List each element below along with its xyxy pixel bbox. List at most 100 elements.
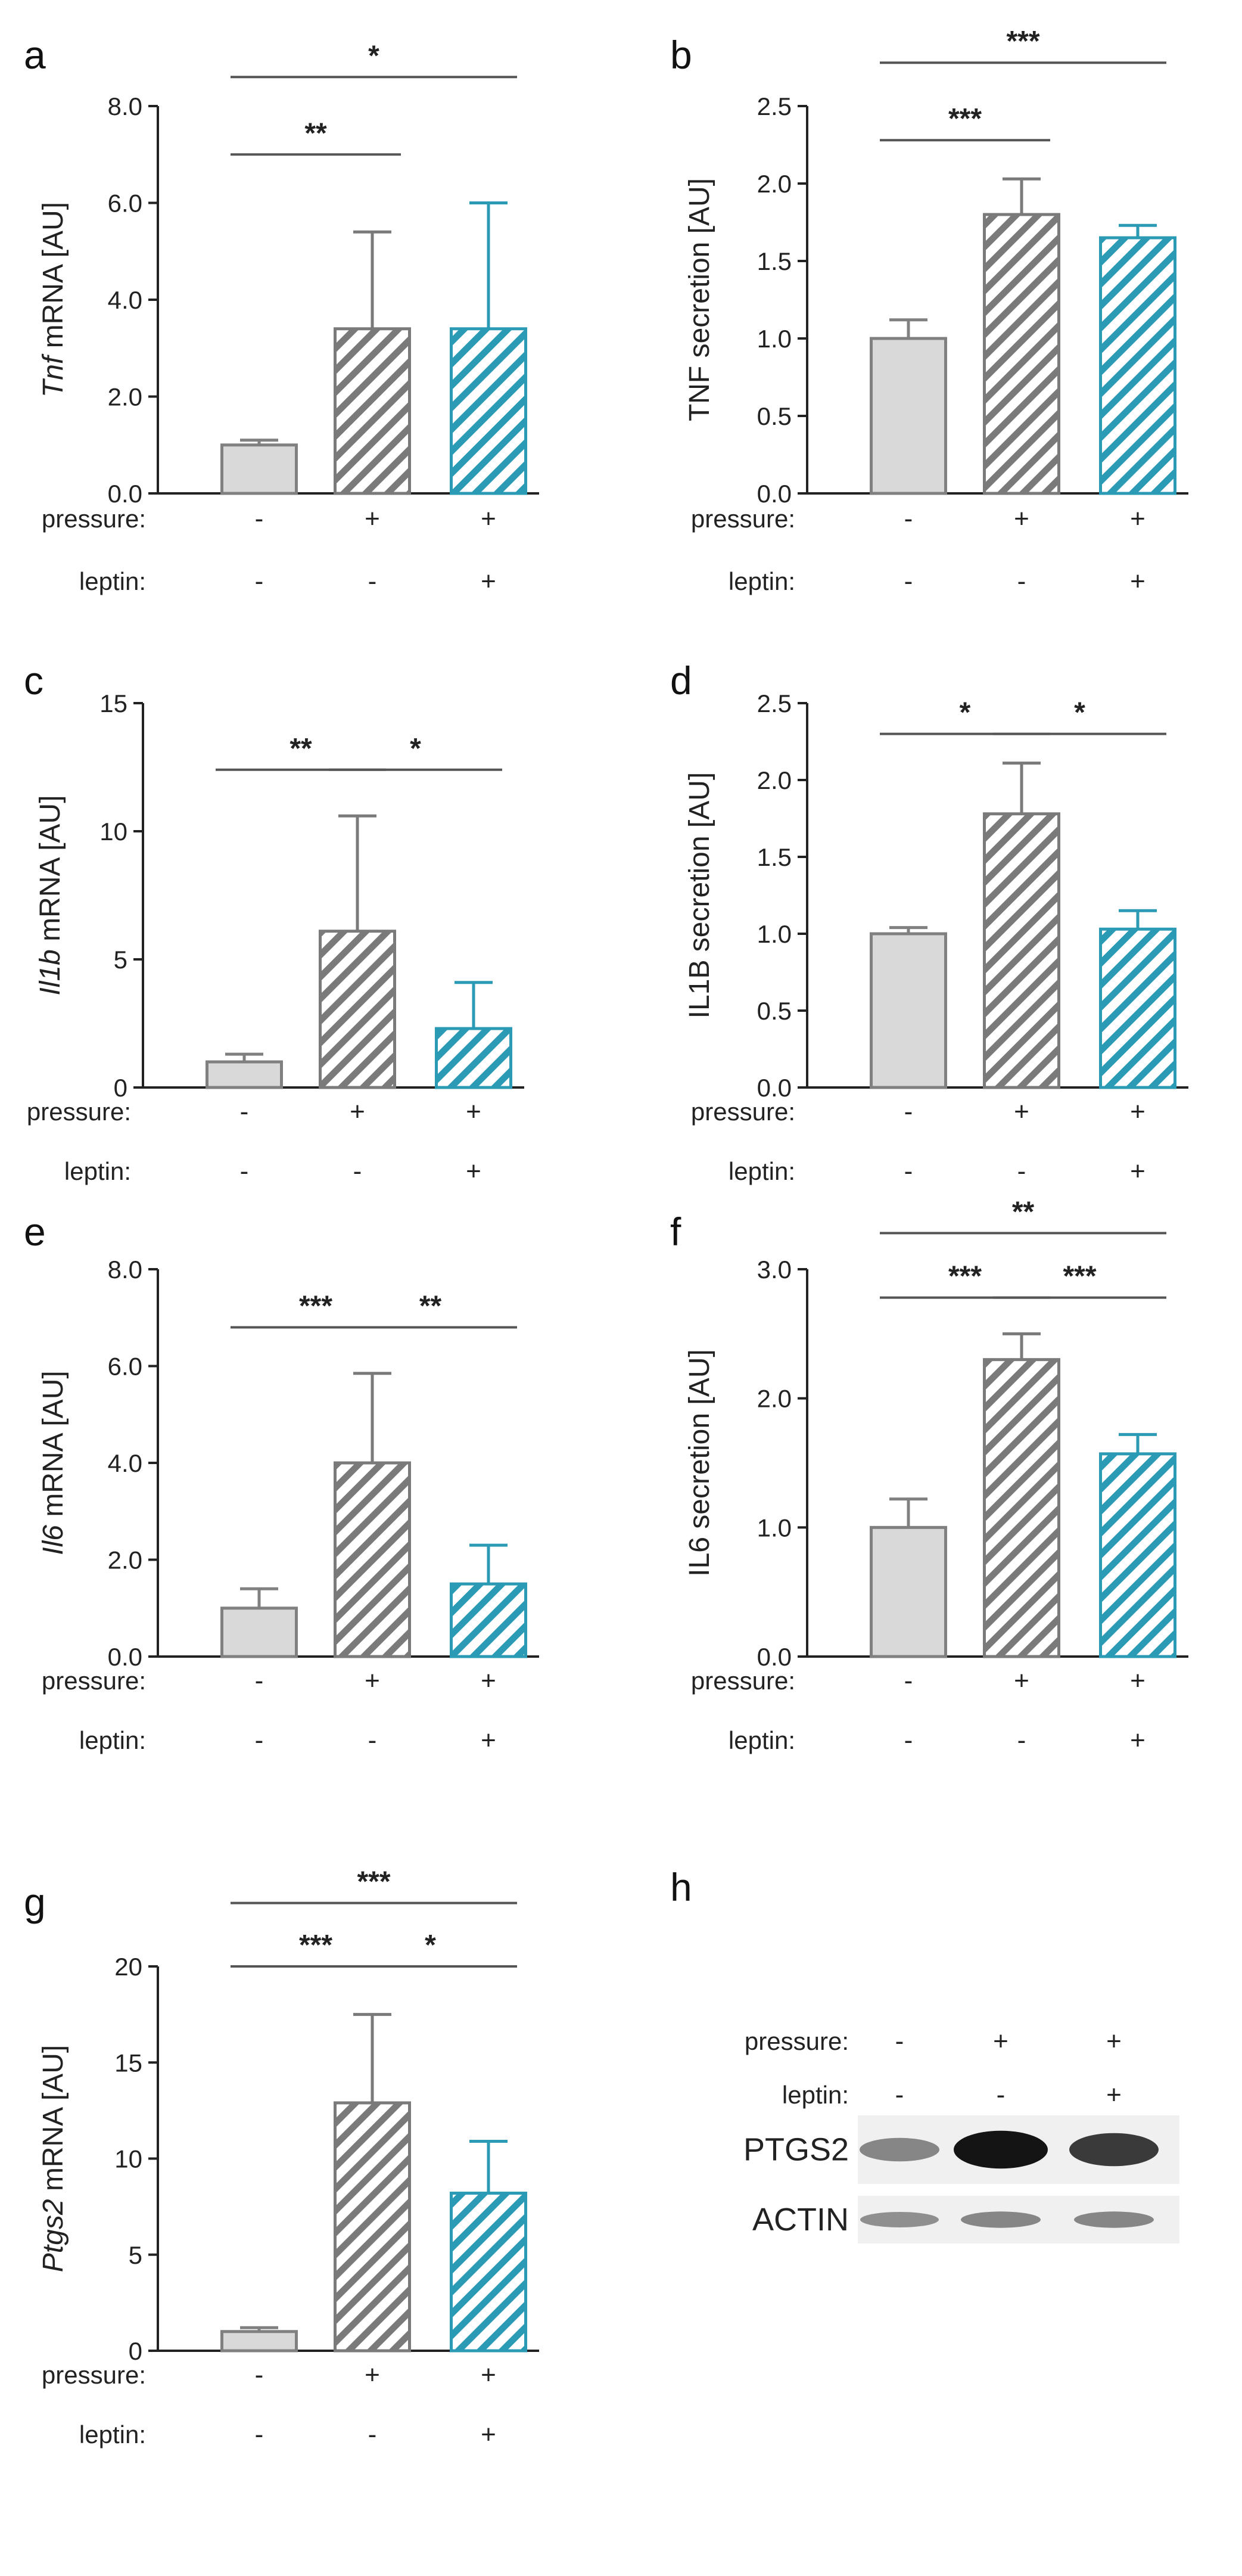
y-tick-label: 0.5 [757,402,792,430]
y-axis-label: Il6 mRNA [AU] [38,1371,69,1555]
bar-pressure-leptin [450,2192,527,2353]
pressure-sign: - [255,504,264,533]
leptin-row-label: leptin: [729,1157,795,1185]
y-tick-label: 2.0 [108,1546,142,1574]
panel-letter: b [670,33,692,77]
blot-band [860,2212,939,2227]
leptin-row-label: leptin: [79,2420,146,2448]
leptin-row-label: leptin: [729,567,795,595]
y-axis-label-gene: Ptgs2 [38,2199,69,2272]
y-tick-label: 20 [114,1953,142,1981]
y-axis-label: IL1B secretion [AU] [684,772,715,1019]
significance-stars: *** [299,1291,332,1322]
pressure-sign: + [1130,1666,1145,1695]
pressure-sign: - [904,1666,913,1695]
panel-letter: g [24,1880,46,1924]
significance-stars: * [368,40,379,72]
significance-stars: *** [299,1929,332,1961]
y-tick-label: 8.0 [108,1256,142,1284]
bar-pressure-leptin [1099,236,1176,495]
y-tick-label: 0.0 [757,480,792,508]
leptin-row-label: leptin: [79,567,146,595]
significance-stars: ** [1012,1196,1035,1228]
pressure-sign: + [1014,1666,1029,1695]
y-axis-label: Tnf mRNA [AU] [38,202,69,397]
y-tick-label: 2.5 [757,689,792,717]
pressure-row-label: pressure: [27,1098,131,1126]
leptin-row-label: leptin: [782,2081,849,2109]
bar-pressure [334,1461,411,1658]
significance-stars: *** [1063,1261,1096,1292]
y-axis-label-gene: Tnf [38,353,69,397]
y-axis-label-text: mRNA [AU] [38,1371,69,1525]
panel-letter: a [24,33,46,77]
pressure-row-label: pressure: [745,2027,849,2055]
y-tick-label: 1.5 [757,247,792,275]
western-blot-panel: h pressure: leptin: - - + - + + PTGS2 ACTIN [670,1865,1179,2243]
y-tick-label: 5 [129,2241,142,2269]
pressure-sign: + [481,1666,496,1695]
leptin-sign: + [481,1726,496,1755]
leptin-sign: + [481,567,496,596]
leptin-row-label: leptin: [729,1726,795,1754]
panel-letter: c [24,658,43,703]
pressure-sign: - [904,504,913,533]
leptin-sign: - [255,567,264,596]
blot-band [860,2137,939,2162]
y-tick-label: 0.0 [108,480,142,508]
significance-stars: ** [290,733,312,765]
pressure-sign: + [1014,504,1029,533]
bar-pressure [334,327,411,495]
pressure-sign: - [895,2027,904,2056]
leptin-row-label: leptin: [79,1726,146,1754]
y-axis-label-gene: Il1b [35,949,66,995]
bar-pressure-leptin [1099,927,1176,1089]
significance-stars: * [960,697,971,729]
bar-pressure [983,213,1060,495]
leptin-sign: - [368,1726,377,1755]
y-axis-label-text: IL1B secretion [AU] [684,772,715,1019]
pressure-sign: + [993,2027,1008,2056]
y-tick-label: 1.5 [757,843,792,871]
significance-stars: ** [304,117,327,149]
leptin-sign: - [368,567,377,596]
bar-control [206,1060,283,1089]
pressure-row-label: pressure: [691,505,795,533]
pressure-sign: + [1130,504,1145,533]
bar-pressure-leptin [450,327,527,495]
blot-band-label: PTGS2 [743,2132,849,2168]
y-tick-label: 0.0 [757,1643,792,1671]
leptin-sign: + [481,2420,496,2449]
blot-band [954,2130,1048,2169]
bar-pressure-leptin [435,1027,512,1089]
significance-stars: * [410,733,421,765]
y-tick-label: 2.5 [757,92,792,120]
bar-pressure [334,2101,411,2353]
bar-control [870,1525,947,1658]
blot-band [1074,2211,1154,2228]
y-axis-label-text: IL6 secretion [AU] [684,1349,715,1577]
leptin-sign: - [904,1726,913,1755]
blot-band [961,2211,1041,2228]
leptin-sign: + [1130,1157,1145,1186]
bar-control [870,932,947,1089]
pressure-sign: - [904,1097,913,1126]
y-tick-label: 1.0 [757,1514,792,1542]
y-tick-label: 0.5 [757,997,792,1025]
pressure-row-label: pressure: [691,1098,795,1126]
bar-control [220,443,298,495]
significance-stars: *** [948,1261,982,1292]
bar-pressure [319,930,396,1089]
panel-letter: h [670,1865,692,1909]
y-tick-label: 2.0 [757,1385,792,1413]
significance-stars: *** [948,103,982,135]
pressure-sign: - [240,1097,249,1126]
y-tick-label: 6.0 [108,1353,142,1381]
blot-band [1069,2133,1159,2167]
leptin-sign: - [353,1157,362,1186]
pressure-sign: + [481,504,496,533]
leptin-sign: - [904,1157,913,1186]
y-tick-label: 4.0 [108,1449,142,1477]
